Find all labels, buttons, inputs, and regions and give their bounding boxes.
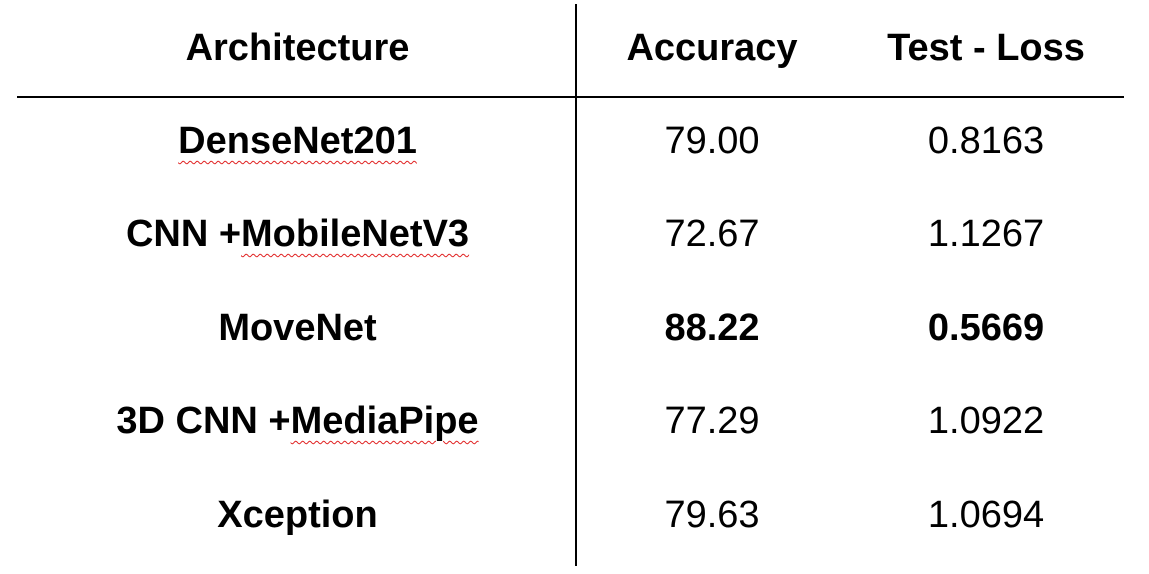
architecture-prefix: MoveNet — [218, 307, 377, 349]
header-accuracy: Accuracy — [626, 27, 798, 69]
row-accuracy: 77.29 — [664, 400, 760, 442]
row-architecture: DenseNet201 — [0, 111, 595, 171]
row-architecture: MoveNet — [0, 298, 595, 358]
row-test-loss: 0.8163 — [927, 120, 1045, 162]
row-test-loss: 1.0694 — [927, 494, 1045, 536]
row-accuracy-best: 88.22 — [664, 307, 760, 349]
header-test-loss: Test - Loss — [887, 27, 1085, 69]
architecture-prefix: Xception — [217, 494, 378, 536]
row-architecture: CNN + MobileNetV3 — [0, 204, 595, 264]
architecture-prefix: 3D CNN + — [116, 400, 291, 442]
row-architecture: Xception — [0, 485, 595, 545]
architecture-flagged-word: DenseNet201 — [178, 120, 417, 162]
row-accuracy: 72.67 — [664, 213, 760, 255]
row-test-loss: 1.0922 — [927, 400, 1045, 442]
row-test-loss: 1.1267 — [927, 213, 1045, 255]
row-test-loss-best: 0.5669 — [927, 307, 1045, 349]
architecture-flagged-word: MediaPipe — [290, 400, 479, 442]
column-divider — [575, 4, 577, 566]
row-accuracy: 79.00 — [664, 120, 760, 162]
row-architecture: 3D CNN + MediaPipe — [0, 391, 595, 451]
architecture-prefix: CNN + — [125, 213, 242, 255]
header-rule — [17, 96, 1124, 98]
architecture-flagged-word: MobileNetV3 — [241, 213, 470, 255]
header-architecture: Architecture — [185, 27, 410, 69]
row-accuracy: 79.63 — [664, 494, 760, 536]
